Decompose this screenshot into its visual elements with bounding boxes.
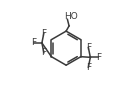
Text: HO: HO	[64, 12, 78, 21]
Text: F: F	[86, 63, 91, 72]
Text: F: F	[96, 53, 101, 62]
Text: F: F	[41, 29, 46, 38]
Text: F: F	[31, 38, 36, 47]
Text: F: F	[41, 48, 46, 57]
Text: F: F	[86, 43, 91, 52]
